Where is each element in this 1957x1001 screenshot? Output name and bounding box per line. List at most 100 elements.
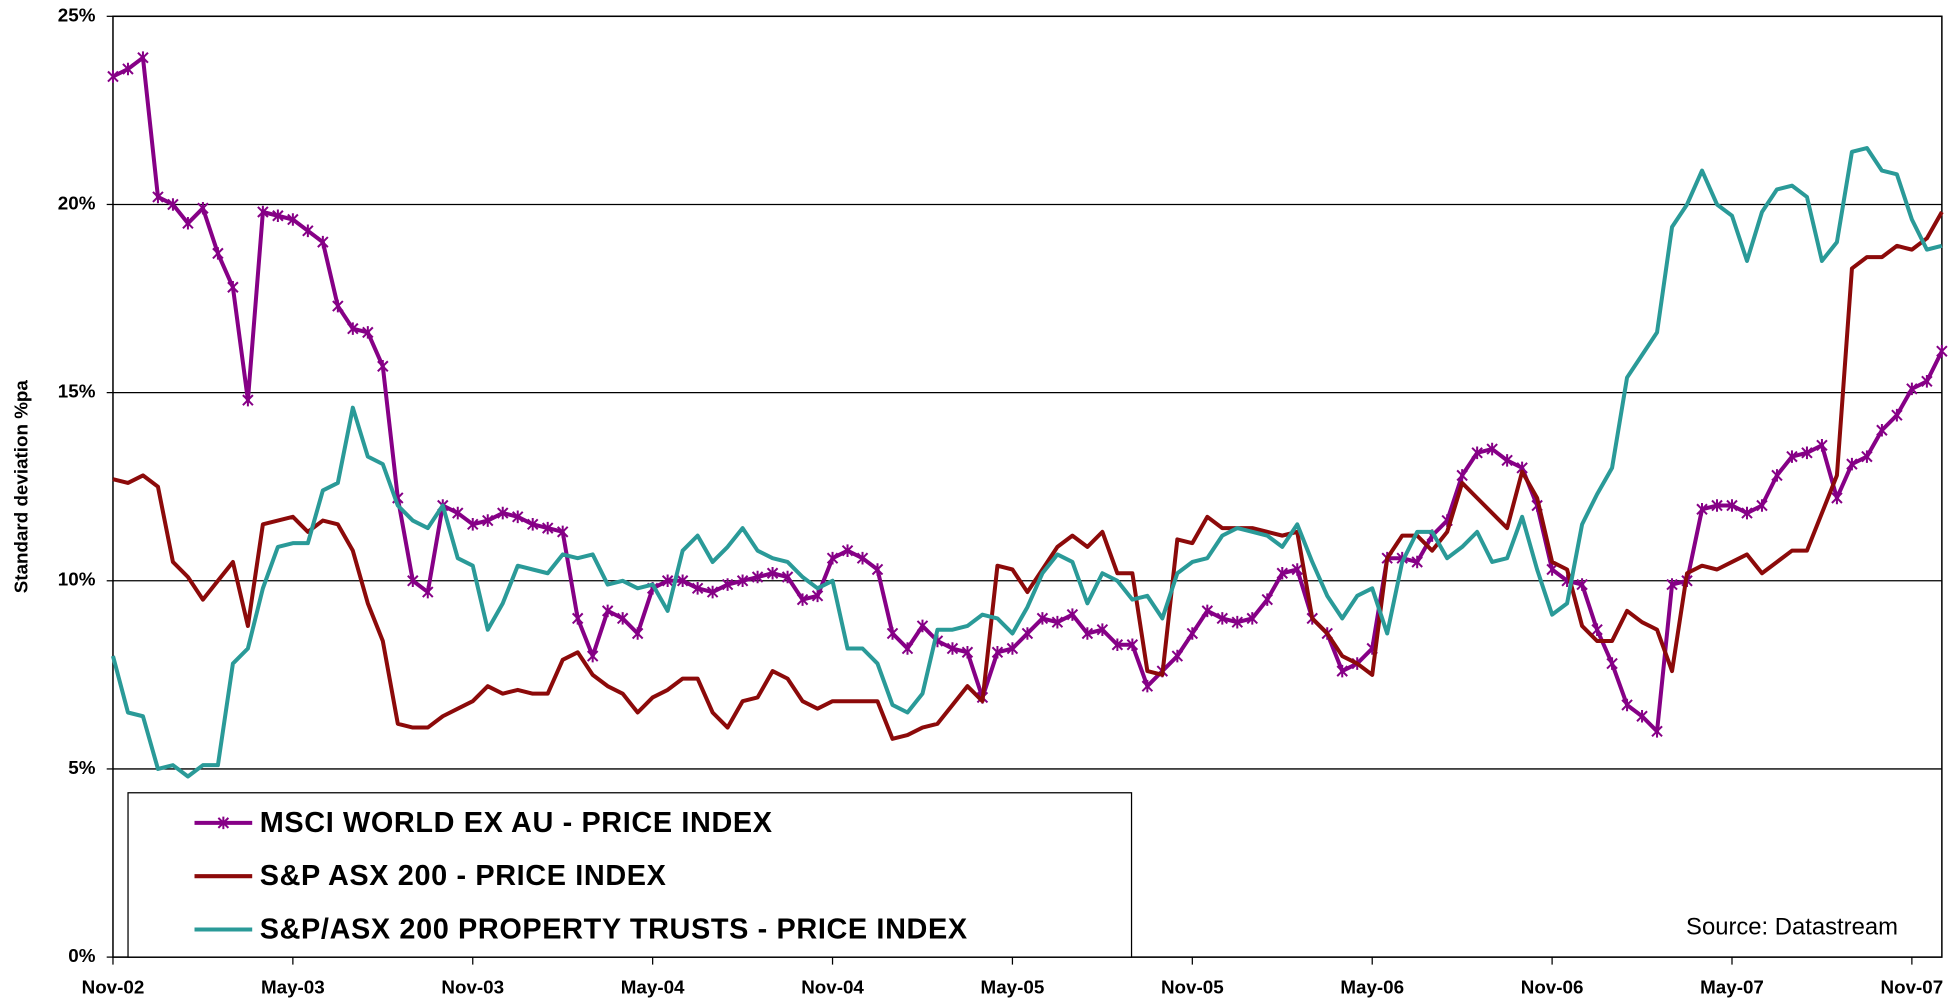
marker	[571, 612, 584, 625]
marker	[841, 544, 854, 557]
marker	[1186, 627, 1199, 640]
marker	[1546, 563, 1558, 576]
y-tick-label: 20%	[58, 192, 96, 213]
marker	[1276, 566, 1288, 580]
x-tick-label: May-05	[981, 976, 1045, 997]
marker	[1336, 664, 1348, 678]
marker	[1246, 612, 1259, 625]
x-tick-label: May-07	[1700, 976, 1764, 997]
marker	[182, 217, 194, 230]
marker	[302, 224, 314, 238]
marker	[467, 518, 479, 531]
x-tick-label: May-04	[621, 976, 685, 997]
marker	[1576, 578, 1588, 591]
marker	[856, 551, 869, 565]
marker	[1936, 344, 1948, 358]
marker	[377, 360, 389, 373]
marker	[407, 574, 419, 588]
marker	[1876, 423, 1888, 437]
legend-label: S&P/ASX 200 PROPERTY TRUSTS - PRICE INDE…	[260, 913, 968, 945]
marker	[1621, 698, 1633, 712]
marker	[586, 649, 599, 663]
marker	[1846, 457, 1858, 471]
marker	[706, 585, 719, 599]
marker	[1861, 450, 1873, 463]
x-tick-label: Nov-06	[1521, 976, 1584, 997]
marker	[242, 393, 254, 407]
marker	[826, 551, 839, 565]
marker	[1771, 469, 1783, 482]
marker	[332, 299, 344, 313]
marker	[1291, 563, 1303, 576]
marker	[212, 247, 224, 260]
marker	[137, 51, 149, 64]
x-tick-label: Nov-04	[801, 976, 864, 997]
marker	[1471, 446, 1483, 460]
marker	[1231, 615, 1244, 629]
marker	[167, 198, 179, 211]
marker	[197, 201, 209, 215]
legend-box	[127, 792, 1133, 958]
marker	[1486, 442, 1498, 456]
marker	[1141, 679, 1154, 693]
marker	[317, 235, 329, 249]
marker	[1021, 627, 1034, 640]
marker	[1666, 578, 1678, 591]
marker	[1126, 638, 1139, 652]
marker	[1711, 499, 1723, 512]
marker	[1741, 506, 1753, 520]
marker	[1906, 382, 1918, 396]
marker	[1696, 503, 1708, 516]
y-tick-label: 0%	[68, 945, 95, 966]
marker	[1606, 657, 1618, 670]
marker	[1456, 469, 1468, 482]
marker	[362, 326, 374, 339]
marker	[1411, 555, 1423, 569]
marker	[272, 209, 284, 223]
x-tick-label: Nov-03	[441, 976, 504, 997]
marker	[287, 213, 299, 226]
y-tick-label: 15%	[58, 381, 96, 402]
series-line	[112, 210, 1944, 741]
marker	[526, 518, 539, 531]
marker	[1051, 615, 1064, 629]
marker	[1081, 627, 1094, 640]
marker	[901, 642, 914, 655]
marker	[1726, 499, 1738, 512]
marker	[1816, 439, 1828, 452]
marker	[1786, 450, 1798, 463]
marker	[452, 506, 464, 520]
marker	[631, 627, 644, 640]
marker	[1261, 593, 1273, 606]
x-tick-label: Nov-05	[1161, 976, 1224, 997]
marker	[871, 563, 884, 576]
marker	[751, 570, 764, 584]
marker	[1096, 623, 1109, 636]
marker	[122, 62, 134, 76]
x-tick-label: Nov-07	[1881, 976, 1944, 997]
marker	[257, 205, 269, 219]
source-note: Source: Datastream	[1686, 914, 1898, 941]
marker	[422, 585, 434, 599]
marker	[661, 574, 674, 588]
marker	[616, 612, 629, 625]
marker	[601, 604, 614, 618]
marker	[781, 570, 794, 584]
y-axis-label: Standard deviation %pa	[11, 380, 32, 594]
legend-label: S&P ASX 200 - PRICE INDEX	[260, 860, 667, 892]
x-tick-label: May-06	[1340, 976, 1404, 997]
series-line	[111, 146, 1943, 779]
x-tick-label: Nov-02	[82, 976, 145, 997]
marker	[766, 566, 779, 580]
marker	[1216, 612, 1229, 625]
marker	[811, 589, 824, 603]
marker	[1756, 499, 1768, 512]
marker	[961, 646, 974, 659]
marker	[1591, 623, 1603, 636]
marker	[152, 190, 164, 204]
marker	[107, 70, 119, 83]
marker	[1921, 375, 1933, 388]
marker	[1066, 608, 1079, 621]
marker	[796, 593, 809, 606]
